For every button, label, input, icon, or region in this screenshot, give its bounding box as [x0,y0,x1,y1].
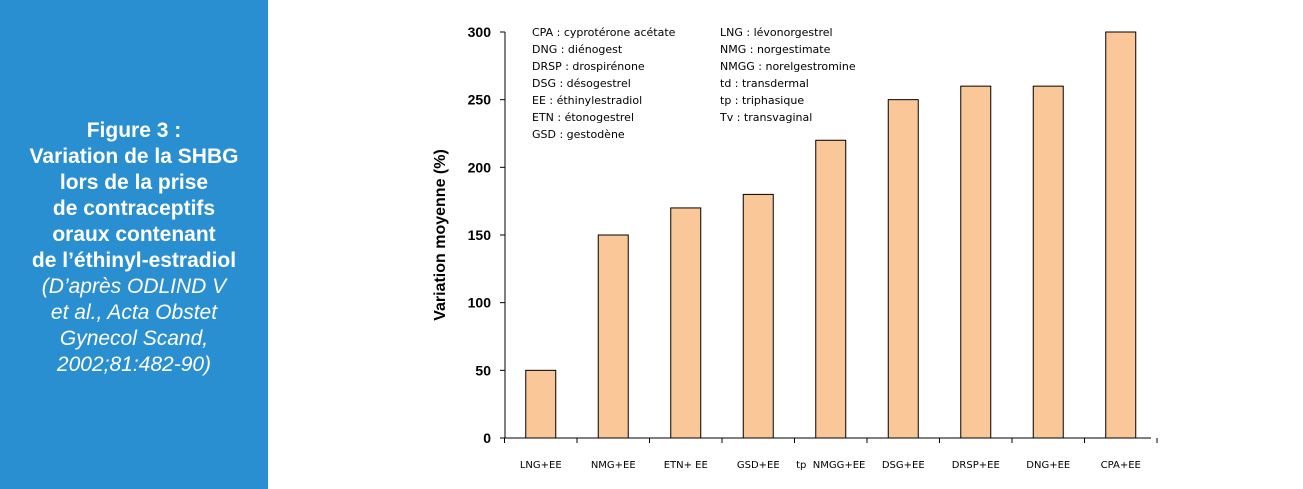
abbreviation-entry: CPA : cyprotérone acétate [532,26,676,39]
abbreviation-entry: NMG : norgestimate [720,43,831,56]
abbreviation-entry: td : transdermal [720,77,809,90]
source-line: (D’après ODLIND V [41,274,227,298]
bar [960,85,992,439]
y-tick-label: 250 [468,92,492,108]
y-tick-label: 100 [468,295,492,311]
caption-line: Figure 3 : [86,118,182,142]
y-axis-label: Variation moyenne (%) [432,149,449,321]
x-tick-label: LNG+EE [520,460,562,471]
y-tick-label: 200 [468,159,492,175]
abbreviation-entry: NMGG : norelgestromine [720,60,856,73]
bar [597,234,629,439]
figure-caption-panel: Figure 3 : Variation de la SHBG lors de … [0,0,268,489]
caption-line: lors de la prise [59,170,209,194]
abbreviation-entry: DRSP : drospirénone [532,60,645,73]
abbreviation-entry: GSD : gestodène [532,128,625,141]
bar [742,193,774,439]
abbreviation-entry: Tv : transvaginal [719,111,812,124]
bar [670,207,702,439]
bar [525,369,557,439]
source-line: 2002;81:482-90) [56,352,212,376]
abbreviation-entry: tp : triphasique [720,94,804,107]
abbreviation-entry: LNG : lévonorgestrel [720,26,833,39]
x-tick-label: DNG+EE [1026,460,1070,471]
y-tick-label: 150 [468,227,492,243]
x-tick-label: GSD+EE [737,460,780,471]
y-tick-label: 50 [475,362,491,378]
x-tick-label: NMG+EE [591,460,636,471]
bar-chart: 0 50 100 150 200 250 300 LNG+EE NMG+EE ETN+ EE GSD… [268,0,1303,489]
figure-caption: Figure 3 : Variation de la SHBG lors de … [0,118,268,274]
caption-line: de contraceptifs [52,196,216,220]
x-tick-label: ETN+ EE [664,460,708,471]
caption-line: oraux contenant [52,222,216,246]
caption-line: Variation de la SHBG [29,144,239,168]
abbreviation-entry: DNG : diénogest [532,43,623,56]
bar [815,139,847,439]
bar [887,99,919,439]
chart-canvas: 0 50 100 150 200 250 300 LNG+EE NMG+EE ETN+ EE GSD… [432,24,1158,471]
abbreviation-entry: ETN : étonogestrel [532,111,634,124]
source-line: et al., Acta Obstet [50,300,218,324]
x-tick-label: tp NMGG+EE [796,460,865,471]
figure-source: (D’après ODLIND V et al., Acta Obstet Gy… [0,274,268,378]
caption-line: de l’éthinyl-estradiol [31,248,237,272]
x-tick-label: CPA+EE [1101,460,1141,471]
x-tick-label: DRSP+EE [952,460,1000,471]
y-tick-label: 300 [468,24,492,40]
source-line: Gynecol Scand, [59,326,209,350]
x-tick-label: DSG+EE [882,460,925,471]
bar [1105,31,1137,439]
bar [1032,85,1064,439]
y-tick-label: 0 [483,430,491,446]
abbreviation-entry: DSG : désogestrel [532,77,631,90]
abbreviation-entry: EE : éthinylestradiol [532,94,642,107]
